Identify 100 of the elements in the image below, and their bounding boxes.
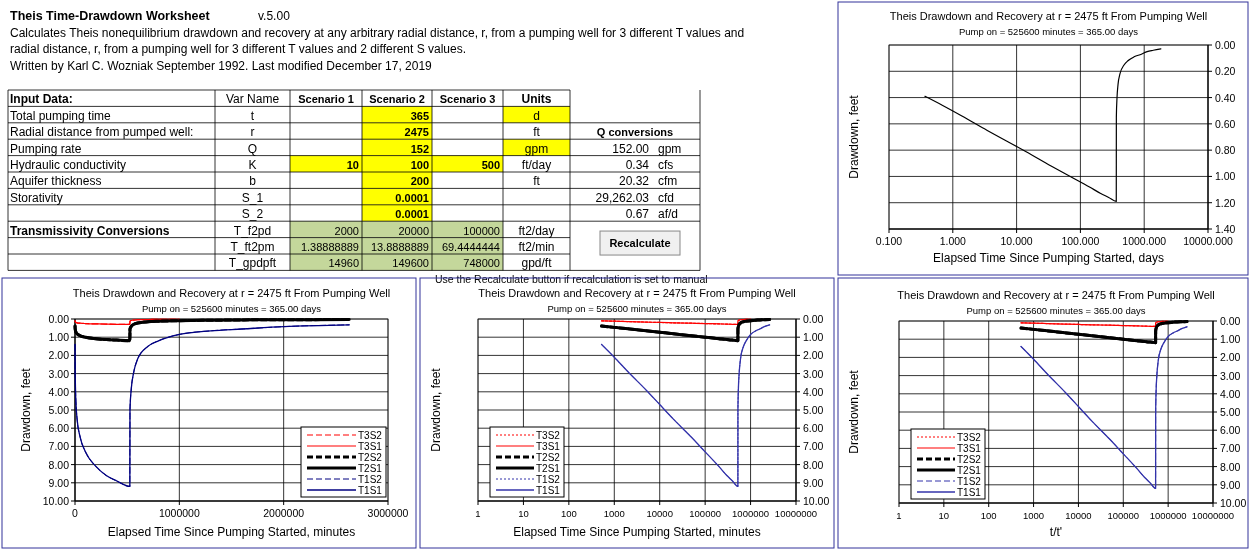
y-tick-label: 1.00 <box>1215 170 1236 183</box>
text: Transmissivity Conversions <box>10 223 170 238</box>
text: Input Data: <box>10 92 73 107</box>
legend-label: T3S2 <box>536 429 561 441</box>
text: 20000 <box>398 224 429 237</box>
text: T_f2pd <box>233 223 272 238</box>
y-tick-label: 7.00 <box>48 440 70 453</box>
text: 2475 <box>404 126 429 139</box>
text: 69.4444444 <box>441 241 500 253</box>
text: 152.00 <box>612 141 650 156</box>
text: gpd/ft <box>521 256 553 271</box>
text: Storativity <box>10 190 63 205</box>
y-tick-label: 1.00 <box>1220 333 1241 346</box>
legend-label: T3S2 <box>957 431 982 443</box>
text: Use the Recalculate button if recalculation is set to manual <box>435 273 708 285</box>
x-tick-label: 10 <box>518 508 529 519</box>
text: Written by Karl C. Wozniak September 1992. Last modified December 17, 2019 <box>10 58 433 73</box>
x-tick-label: 100000 <box>1107 510 1140 521</box>
text: gpm <box>524 141 549 156</box>
x-tick-label: 2000000 <box>263 507 305 519</box>
x-tick-label: 10000 <box>1065 510 1092 521</box>
y-axis-title: Drawdown, feet <box>847 369 861 454</box>
text: cfs <box>658 158 674 172</box>
x-tick-label: 1000 <box>1023 510 1045 521</box>
x-tick-label: 0.100 <box>875 235 903 247</box>
text: Q <box>247 141 258 156</box>
legend-label: T1S1 <box>358 484 383 496</box>
x-tick-label: 100.000 <box>1061 235 1100 247</box>
text: T_ft2pm <box>230 240 275 254</box>
y-tick-label: 6.00 <box>803 422 824 435</box>
y-tick-label: 9.00 <box>1220 478 1241 491</box>
text: Var Name <box>225 92 280 107</box>
y-tick-label: 3.00 <box>48 367 70 380</box>
y-tick-label: 3.00 <box>803 367 824 380</box>
text: 20.32 <box>618 174 650 189</box>
legend-label: T3S1 <box>358 440 383 452</box>
y-tick-label: 4.00 <box>48 385 70 398</box>
x-axis-title: t/t' <box>1049 525 1063 539</box>
x-axis-title: Elapsed Time Since Pumping Started, days <box>933 251 1164 265</box>
text: r <box>250 125 255 140</box>
text: ft2/day <box>518 223 555 238</box>
x-axis-title: Elapsed Time Since Pumping Started, minutes <box>107 525 356 539</box>
y-tick-label: 10.00 <box>1220 497 1247 509</box>
x-tick-label: 1 <box>896 510 902 521</box>
text: d <box>533 108 540 123</box>
y-tick-label: 0.00 <box>803 313 824 325</box>
y-tick-label: 1.00 <box>803 331 824 344</box>
text: Scenario 2 <box>369 93 425 106</box>
text: gpm <box>658 141 682 156</box>
text: 0.34 <box>625 158 650 172</box>
y-tick-label: 10.00 <box>42 495 70 507</box>
text: Q conversions <box>596 126 674 139</box>
legend-label: T1S2 <box>358 473 383 485</box>
x-tick-label: 1000.000 <box>1122 235 1167 247</box>
y-tick-label: 10.00 <box>803 495 830 507</box>
x-tick-label: 1000000 <box>732 508 770 519</box>
text: Aquifer thickness <box>10 174 102 189</box>
text: 10 <box>346 159 359 171</box>
y-tick-label: 8.00 <box>1220 460 1241 473</box>
text: 0.67 <box>625 207 650 222</box>
y-tick-label: 1.20 <box>1215 196 1236 209</box>
y-tick-label: 6.00 <box>1220 424 1241 437</box>
y-tick-label: 0.00 <box>1220 315 1241 327</box>
text: 0.0001 <box>395 208 429 221</box>
text: 13.8888889 <box>370 241 429 253</box>
text: 14960 <box>328 257 359 270</box>
y-axis-title: Drawdown, feet <box>429 367 443 452</box>
legend-label: T3S1 <box>957 442 982 454</box>
y-tick-label: 8.00 <box>48 458 70 471</box>
legend-label: T1S1 <box>536 484 561 496</box>
chart-subtitle: Pump on = 525600 minutes = 365.00 days <box>966 305 1146 316</box>
y-tick-label: 0.40 <box>1215 91 1236 104</box>
text: 0.0001 <box>395 191 429 204</box>
text: 748000 <box>463 257 500 270</box>
y-tick-label: 1.00 <box>48 331 70 344</box>
y-tick-label: 3.00 <box>1220 369 1241 382</box>
text: 100000 <box>463 224 500 237</box>
legend-label: T1S1 <box>957 486 982 498</box>
legend-label: T1S2 <box>957 475 982 487</box>
chart-subtitle: Pump on = 525600 minutes = 365.00 days <box>958 26 1139 37</box>
x-tick-label: 10 <box>938 510 950 521</box>
y-tick-label: 0.00 <box>1215 39 1236 51</box>
text: 149600 <box>392 257 429 270</box>
x-tick-label: 1000000 <box>158 507 200 519</box>
y-tick-label: 2.00 <box>803 349 824 362</box>
text: ft <box>533 174 541 189</box>
y-tick-label: 6.00 <box>48 422 70 435</box>
legend-label: T2S2 <box>536 451 561 463</box>
y-axis-title: Drawdown, feet <box>19 367 33 452</box>
x-tick-label: 0 <box>72 507 79 519</box>
legend-label: T3S1 <box>536 440 561 452</box>
x-tick-label: 100 <box>980 510 997 521</box>
x-tick-label: 100000 <box>689 508 721 519</box>
y-axis-title: Drawdown, feet <box>847 94 861 179</box>
text: t <box>250 108 255 123</box>
text: Radial distance from pumped well: <box>10 125 194 140</box>
x-tick-label: 1.000 <box>939 235 967 247</box>
y-tick-label: 9.00 <box>803 476 824 489</box>
x-tick-label: 100 <box>560 508 577 519</box>
text: 152 <box>410 142 429 155</box>
